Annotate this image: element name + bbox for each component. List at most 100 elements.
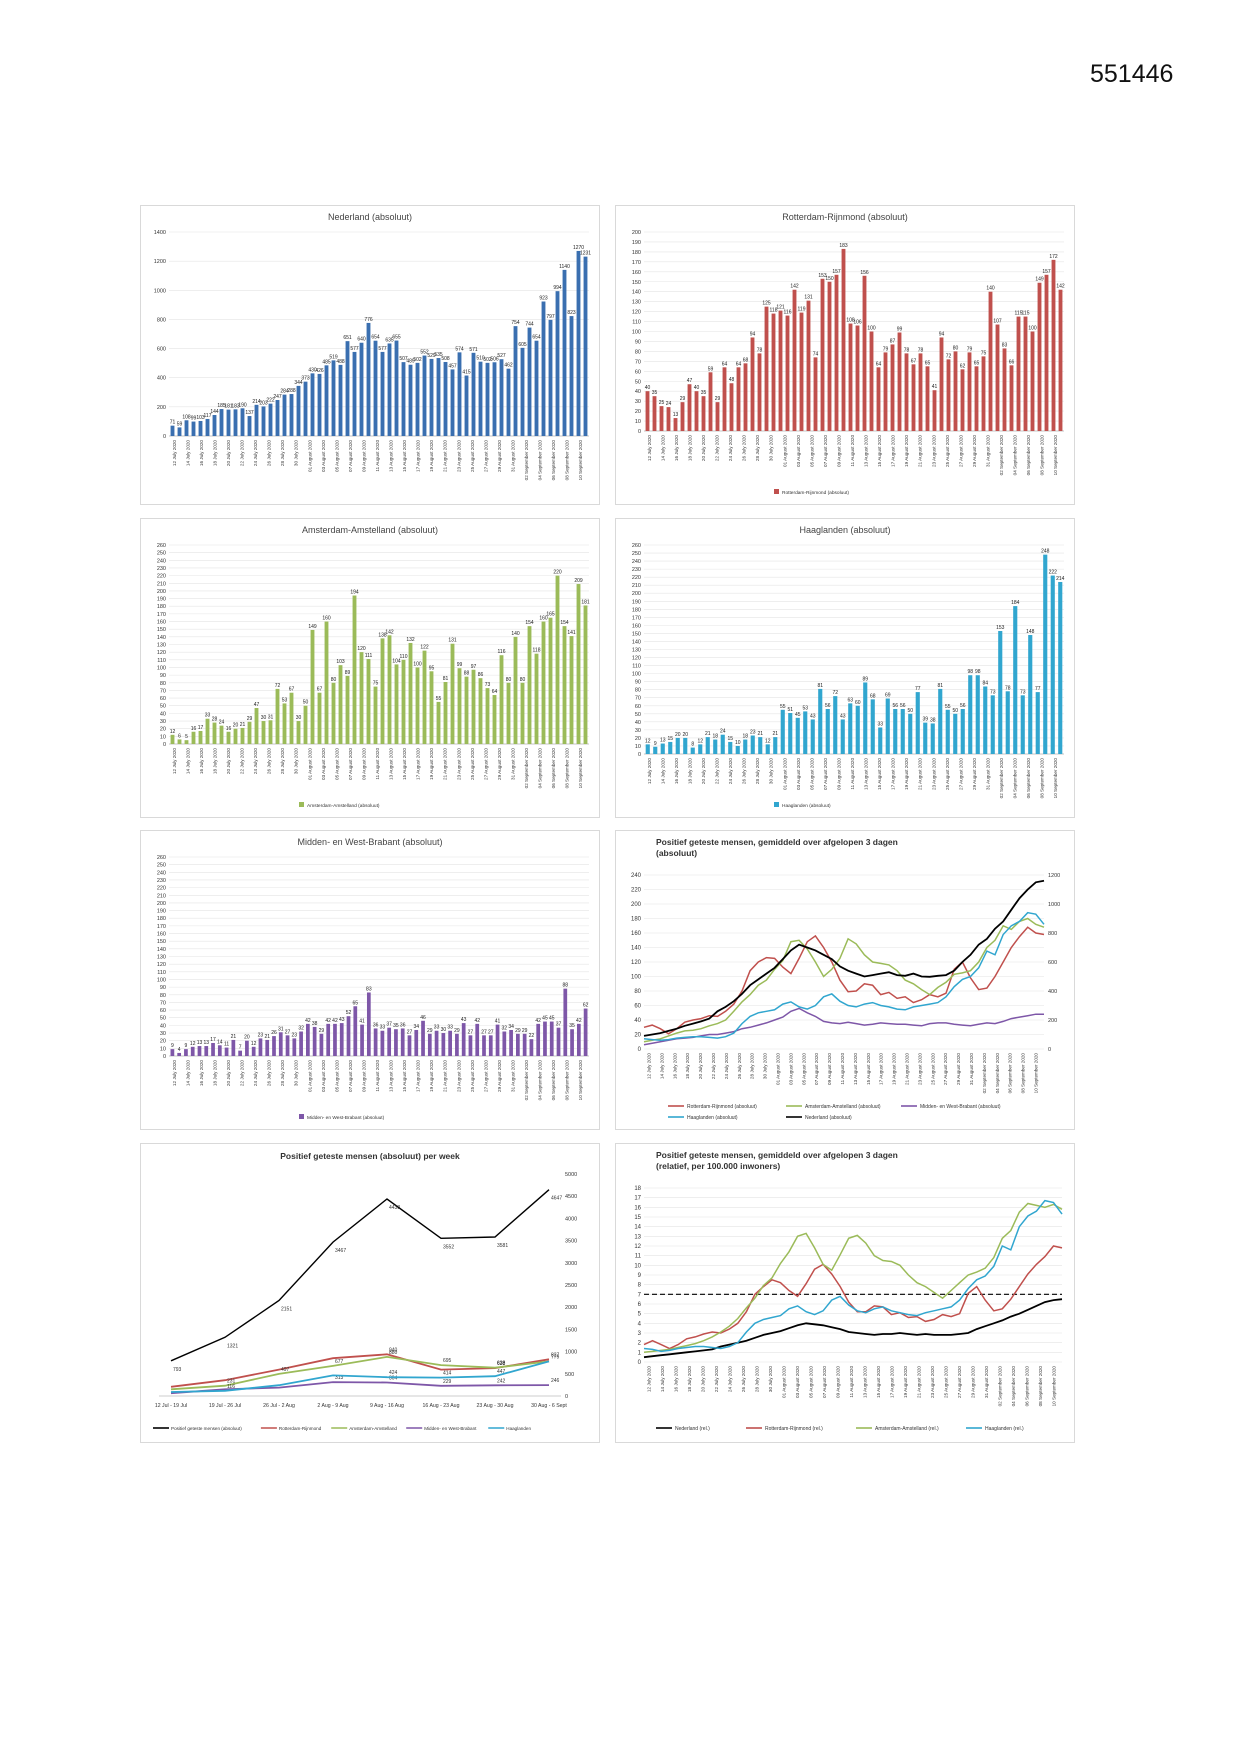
data-label: 81 (937, 683, 943, 689)
x-tick-label: 09 August 2020 (361, 440, 366, 472)
bar (272, 1036, 276, 1056)
bar (541, 301, 546, 436)
x-tick-label: 28 July 2020 (755, 1366, 760, 1392)
y-tick-label: 110 (632, 664, 641, 670)
bar (506, 368, 511, 436)
bar (331, 682, 336, 744)
x-tick-label: 31 August 2020 (510, 748, 515, 780)
bar (945, 709, 950, 754)
chart-subtitle: (relatief, per 100.000 inwoners) (656, 1161, 780, 1171)
x-tick-label: 02 September 2020 (999, 758, 1004, 799)
bar (988, 291, 993, 431)
data-label: 125 (762, 301, 771, 307)
data-label: 651 (343, 335, 352, 341)
x-tick-label: 17 August 2020 (416, 748, 421, 780)
bar (673, 418, 678, 431)
bar (522, 1033, 527, 1056)
bar (529, 1039, 534, 1056)
y-tick-label-right: 500 (565, 1372, 574, 1378)
x-tick-label: 07 August 2020 (348, 748, 353, 780)
bar (492, 362, 497, 436)
data-label: 117 (204, 413, 212, 419)
data-label: 89 (345, 670, 351, 676)
data-label: 9 (654, 741, 657, 747)
data-label: 31 (268, 714, 274, 720)
data-label: 502 (483, 357, 492, 363)
y-tick-label: 60 (635, 704, 641, 710)
x-tick-label: 20 July 2020 (226, 748, 231, 774)
data-label: 462 (504, 363, 513, 369)
data-label: 222 (266, 398, 275, 404)
data-label: 16 (191, 726, 197, 732)
x-tick-label: 23 August 2020 (456, 1060, 461, 1092)
x-tick-label: 28 July 2020 (280, 748, 285, 774)
series-line (643, 1007, 1044, 1046)
x-tick-label: 20 July 2020 (701, 758, 706, 784)
x-tick-label: 22 July 2020 (711, 1053, 716, 1079)
bar (380, 351, 385, 436)
data-label: 99 (897, 326, 903, 332)
data-label: 33 (205, 713, 211, 719)
series-line (643, 1202, 1063, 1354)
bar (840, 719, 845, 754)
bar (197, 1046, 202, 1056)
data-label: 116 (227, 1384, 235, 1390)
y-tick-label: 160 (632, 270, 641, 276)
bar (219, 725, 224, 744)
y-tick-label: 80 (634, 989, 641, 995)
data-label: 56 (960, 703, 966, 709)
data-label: 39 (922, 717, 928, 723)
bar (400, 1028, 405, 1056)
data-label: 73 (1020, 689, 1026, 695)
bar (701, 396, 706, 431)
y-tick-label-right: 3000 (565, 1261, 577, 1267)
bar (541, 621, 546, 744)
x-tick-label: 18 July 2020 (685, 1053, 690, 1079)
bar (778, 310, 783, 431)
x-tick-label: 16 July 2020 (199, 1060, 204, 1086)
bar (359, 652, 364, 744)
y-tick-label: 230 (157, 566, 166, 572)
bar (513, 636, 518, 744)
legend-label: Midden- en West-Brabant (absoluut) (307, 1115, 385, 1121)
y-tick-label: 190 (632, 599, 641, 605)
data-label: 9 (171, 1043, 174, 1049)
chart-rotterdam: Rotterdam-Rijnmond (absoluut) 0 10 20 30 40 50… (615, 205, 1075, 505)
bar (563, 988, 568, 1056)
bar (967, 352, 972, 431)
data-label: 12 (765, 738, 771, 744)
x-tick-label: 27 August 2020 (943, 1053, 948, 1085)
bar (240, 408, 245, 436)
data-label: 231 (227, 1379, 236, 1385)
data-label: 64 (876, 361, 882, 367)
x-tick-label: 07 August 2020 (348, 1060, 353, 1092)
bar (968, 675, 973, 754)
bar (289, 692, 294, 744)
x-tick-label: 10 September 2020 (578, 1060, 583, 1101)
y-tick-label: 240 (631, 873, 642, 879)
x-tick-label: 31 August 2020 (984, 1366, 989, 1398)
y-tick-label: 0 (638, 1360, 642, 1366)
bar (666, 407, 671, 431)
bar (499, 359, 504, 436)
bar (278, 1032, 283, 1056)
x-tick-label: 26 July 2020 (267, 748, 272, 774)
y-tick-label: 70 (160, 1000, 166, 1006)
data-label: 793 (173, 1367, 182, 1373)
x-tick-label: 28 July 2020 (755, 435, 760, 461)
x-tick-label: 30 July 2020 (769, 758, 774, 784)
data-label: 83 (366, 986, 372, 992)
y-tick-label: 100 (632, 672, 641, 678)
data-label: 46 (420, 1015, 426, 1021)
data-label: 3581 (497, 1243, 508, 1249)
data-label: 510 (476, 356, 485, 362)
data-label: 29 (715, 396, 721, 402)
data-label: 95 (429, 665, 435, 671)
bar (765, 744, 770, 754)
x-tick-label: 13 August 2020 (389, 1060, 394, 1092)
x-tick-label: 07 August 2020 (348, 440, 353, 472)
data-label: 284 (280, 389, 289, 395)
x-tick-label: 10 September 2020 (1053, 435, 1058, 476)
x-tick-label: 17 August 2020 (891, 435, 896, 467)
data-label: 8 (691, 742, 694, 748)
